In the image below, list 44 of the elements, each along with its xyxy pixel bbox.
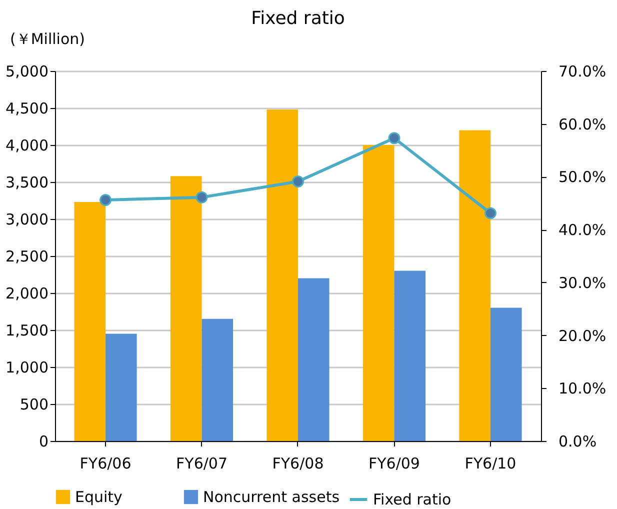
y-tick-label: 4,000	[6, 136, 48, 154]
y2-tick-label: 0.0%	[558, 432, 597, 450]
bar	[394, 270, 426, 441]
point	[484, 207, 496, 220]
bar	[459, 130, 490, 441]
y2-tick-label: 50.0%	[558, 168, 606, 186]
x-tick-label: FY6/10	[464, 454, 516, 472]
legend-label: Equity	[75, 488, 123, 506]
y-tick-label: 4,500	[6, 100, 48, 118]
y-tick-label: 1,500	[6, 322, 48, 340]
y-tick-label: 3,500	[6, 174, 48, 192]
y-tick-label: 2,500	[6, 248, 48, 266]
y2-tick-label: 70.0%	[558, 62, 606, 80]
x-tick-label: FY6/09	[368, 454, 420, 472]
chart-title: Fixed ratio	[251, 8, 345, 29]
x-tick-label: FY6/07	[176, 454, 228, 472]
y-tick-label: 500	[20, 396, 48, 414]
x-tick-label: FY6/06	[80, 454, 132, 472]
bar	[362, 145, 394, 441]
bar	[490, 308, 522, 441]
y2-tick-label: 10.0%	[558, 380, 606, 398]
legend-label: Noncurrent assets	[203, 488, 340, 506]
bar	[266, 109, 298, 441]
legend-label: Fixed ratio	[373, 490, 452, 508]
bar	[170, 176, 202, 441]
point	[196, 191, 208, 204]
y-tick-label: 2,000	[6, 284, 48, 302]
bar	[202, 318, 234, 441]
point	[388, 132, 400, 144]
bar	[74, 202, 106, 441]
y-tick-label: 0	[38, 432, 48, 450]
text: (￥Million)	[10, 30, 85, 48]
y-tick-label: 5,000	[6, 62, 48, 80]
bar	[298, 278, 330, 441]
x-tick-label: FY6/08	[272, 454, 324, 472]
point	[292, 175, 304, 188]
y2-tick-label: 40.0%	[558, 221, 606, 240]
y-tick-label: 3,000	[6, 210, 48, 228]
y2-tick-label: 30.0%	[558, 274, 606, 292]
point	[100, 194, 112, 206]
y2-tick-label: 20.0%	[558, 326, 606, 345]
bar	[106, 334, 137, 441]
y-tick-label: 1,000	[6, 358, 48, 376]
y2-tick-label: 60.0%	[558, 115, 606, 134]
